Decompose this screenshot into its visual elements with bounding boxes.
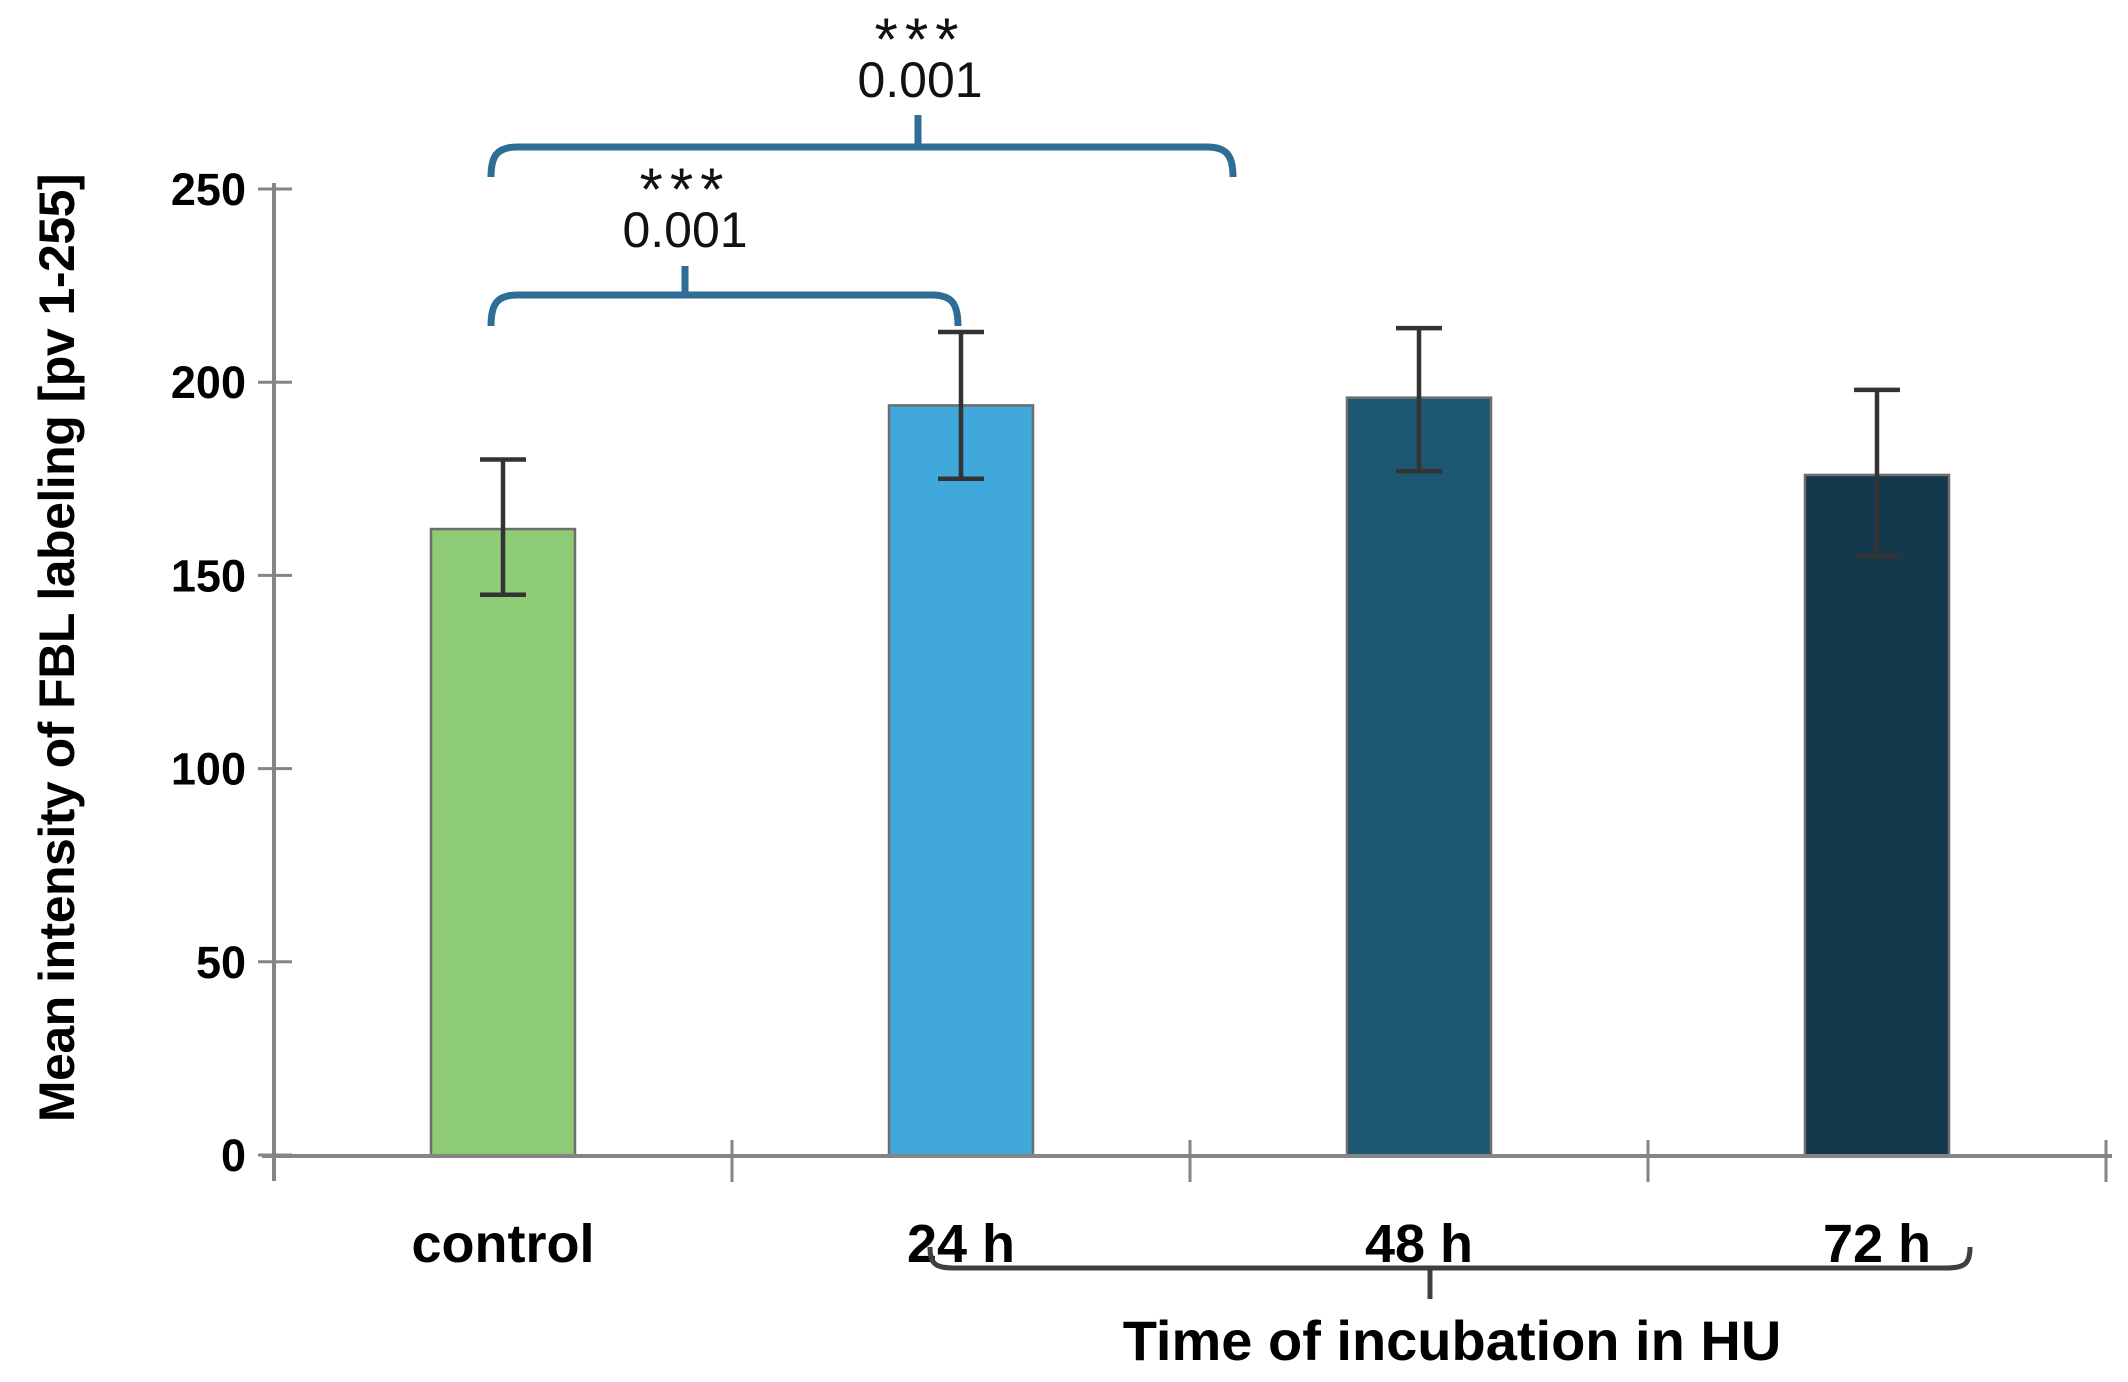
y-axis-title: Mean intensity of FBL labeling [pv 1-255… [29,173,85,1123]
y-tick-label: 200 [171,357,246,408]
significance-stars: *** [639,156,731,223]
sig-bracket [487,291,962,327]
bar-control [429,527,577,1158]
x-axis-title: Time of incubation in HU [1122,1309,1782,1372]
significance-stars: *** [874,6,966,73]
x-category-label: 24 h [907,1214,1015,1274]
significance-p-value: 0.001 [622,202,748,258]
y-tick-label: 50 [196,937,246,988]
x-category-label: control [412,1214,595,1274]
bar-48h [1345,396,1493,1158]
y-tick-label: 250 [171,164,246,215]
x-category-label: 48 h [1365,1214,1473,1274]
x-group-brace [927,1246,1973,1271]
y-tick-label: 100 [171,744,246,795]
x-category-label: 72 h [1823,1214,1931,1274]
sig-bracket [487,143,1237,178]
bar-24h [887,404,1035,1158]
y-tick-label: 0 [221,1130,246,1181]
y-tick-label: 150 [171,550,246,601]
significance-p-value: 0.001 [857,52,983,108]
bar-72h [1803,473,1951,1158]
